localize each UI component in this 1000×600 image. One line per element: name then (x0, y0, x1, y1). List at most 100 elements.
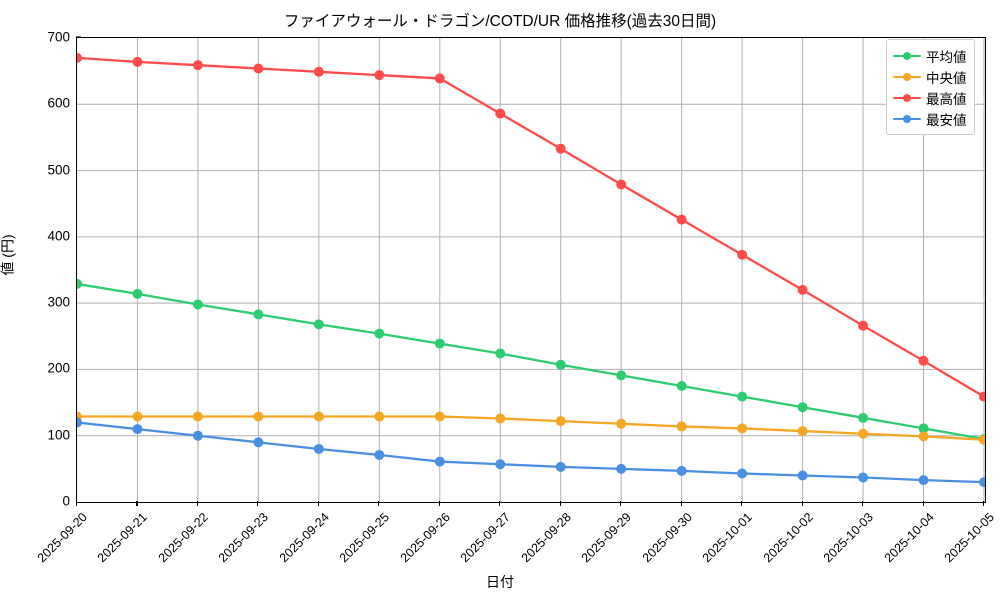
data-point-marker (132, 288, 143, 299)
data-point-marker (555, 416, 566, 427)
data-point-marker (495, 459, 506, 470)
data-point-marker (132, 424, 143, 435)
x-tick-label: 2025-09-26 (397, 510, 453, 566)
data-point-marker (737, 249, 748, 260)
data-point-marker (374, 449, 385, 460)
legend-marker-icon (903, 51, 911, 60)
data-point-marker (313, 411, 324, 422)
data-point-marker (979, 434, 985, 445)
data-point-marker (374, 328, 385, 339)
data-point-marker (495, 108, 506, 119)
x-tick-mark (378, 501, 380, 506)
data-point-marker (374, 411, 385, 422)
data-point-marker (858, 428, 869, 439)
y-tick-label: 500 (47, 162, 70, 178)
data-point-marker (737, 468, 748, 479)
series-line (77, 415, 985, 441)
x-tick-mark (499, 501, 501, 506)
x-tick-mark (801, 501, 803, 506)
data-point-marker (253, 309, 264, 320)
x-tick-mark (257, 501, 259, 506)
data-point-marker (797, 284, 808, 295)
plot-area (76, 37, 986, 503)
plot-svg (77, 38, 985, 502)
data-point-marker (555, 359, 566, 370)
data-point-marker (192, 60, 203, 71)
x-tick-label: 2025-09-21 (95, 510, 151, 566)
series-line (77, 282, 985, 441)
legend-item[interactable]: 最高値 (893, 87, 967, 108)
legend-label: 最安値 (926, 112, 967, 128)
y-tick-label: 600 (47, 95, 70, 111)
data-point-marker (918, 431, 929, 442)
data-point-marker (918, 355, 929, 366)
data-point-marker (495, 348, 506, 359)
data-point-marker (737, 391, 748, 402)
x-tick-mark (620, 501, 622, 506)
data-point-marker (313, 443, 324, 454)
legend-item[interactable]: 平均値 (893, 45, 967, 66)
x-tick-label: 2025-09-30 (639, 510, 695, 566)
data-point-marker (192, 430, 203, 441)
data-point-marker (253, 437, 264, 448)
legend-label: 最高値 (926, 91, 967, 107)
data-point-marker (434, 411, 445, 422)
data-point-marker (918, 423, 929, 434)
x-tick-mark (983, 501, 985, 506)
x-tick-mark (196, 501, 199, 506)
x-tick-mark (136, 501, 138, 506)
x-tick-label: 2025-10-03 (820, 510, 876, 566)
series-line (77, 56, 985, 398)
y-tick-label: 300 (47, 294, 70, 310)
data-point-marker (616, 370, 627, 381)
x-tick-label: 2025-09-23 (216, 510, 272, 566)
data-point-marker (313, 66, 324, 77)
data-point-marker (192, 299, 203, 310)
x-tick-label: 2025-09-20 (34, 510, 90, 566)
data-point-marker (374, 70, 385, 81)
legend-swatch-icon (893, 70, 921, 84)
series-layer (77, 52, 985, 488)
data-point-marker (77, 52, 82, 63)
x-tick-mark (438, 501, 440, 506)
data-point-marker (192, 411, 203, 422)
legend-marker-icon (903, 114, 911, 123)
data-point-marker (132, 411, 143, 422)
x-axis-label: 日付 (486, 574, 514, 590)
data-point-marker (132, 56, 143, 67)
data-point-marker (858, 412, 869, 423)
x-tick-label: 2025-09-28 (518, 510, 574, 566)
data-point-marker (918, 475, 929, 486)
y-tick-label: 0 (62, 493, 70, 509)
data-point-marker (77, 417, 82, 428)
data-point-marker (253, 63, 264, 74)
x-tick-label: 2025-09-29 (578, 510, 635, 566)
y-tick-label: 100 (47, 427, 70, 443)
x-tick-mark (76, 501, 78, 506)
y-tick-label: 700 (47, 29, 70, 45)
x-tick-label: 2025-09-22 (155, 510, 211, 566)
y-tick-label: 200 (47, 360, 70, 376)
data-point-marker (434, 73, 445, 84)
data-point-marker (797, 402, 808, 413)
legend-swatch-icon (893, 112, 921, 126)
data-point-marker (858, 320, 869, 331)
y-axis-ticks: 0 100 200 300 400 500 600 700 (10, 30, 81, 509)
data-point-marker (616, 179, 627, 190)
legend-item[interactable]: 中央値 (893, 66, 967, 87)
data-point-marker (676, 381, 687, 391)
x-tick-label: 2025-10-05 (941, 510, 997, 566)
x-tick-label: 2025-09-27 (458, 510, 514, 566)
legend-item[interactable]: 最安値 (893, 108, 967, 129)
legend-swatch-icon (893, 49, 921, 63)
data-point-marker (858, 472, 869, 483)
data-point-marker (253, 411, 264, 422)
legend-label: 平均値 (926, 49, 967, 65)
data-point-marker (555, 143, 566, 154)
x-tick-label: 2025-09-24 (276, 510, 332, 566)
x-tick-label: 2025-10-02 (760, 510, 816, 566)
data-point-marker (797, 470, 808, 481)
x-axis-ticks: 2025-09-20 2025-09-21 2025-09-22 2025-09-23… (35, 501, 997, 596)
data-point-marker (434, 338, 445, 349)
